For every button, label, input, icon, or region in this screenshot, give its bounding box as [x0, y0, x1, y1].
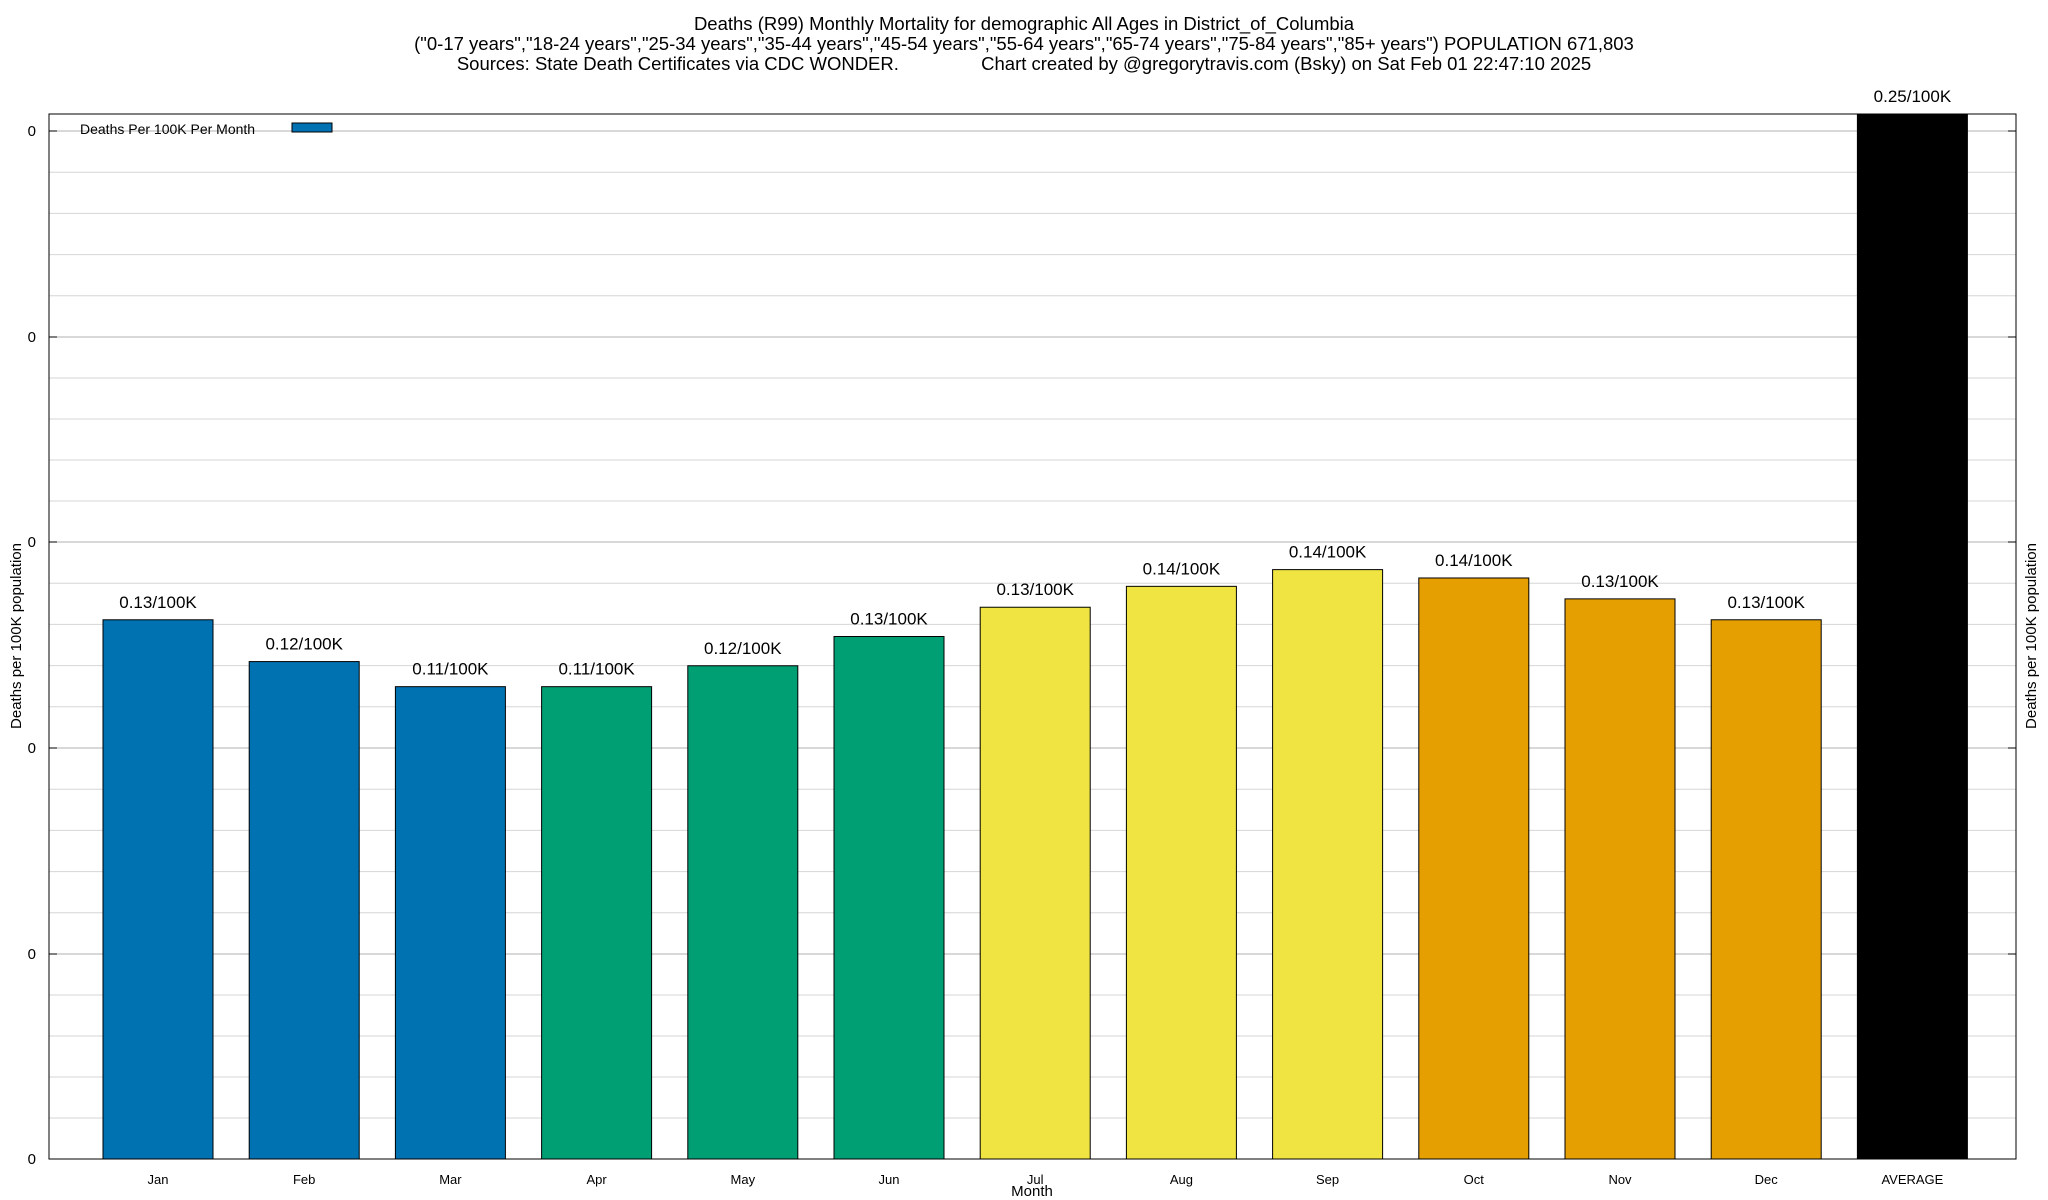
x-tick-label: Mar — [439, 1172, 462, 1187]
x-tick-label: Dec — [1755, 1172, 1779, 1187]
data-label: 0.13/100K — [1581, 572, 1659, 591]
x-axis-title: Month — [1011, 1183, 1053, 1200]
data-label: 0.25/100K — [1874, 87, 1952, 106]
x-tick-labels: Jan Feb Mar Apr May Jun Jul Aug Sep Oct Nov Dec AVER… — [148, 1172, 1944, 1187]
x-tick-label: May — [731, 1172, 756, 1187]
y-tick-label: 0 — [28, 534, 36, 551]
bar-feb — [248, 661, 360, 1160]
data-label: 0.14/100K — [1289, 543, 1367, 562]
data-label: 0.11/100K — [412, 660, 489, 679]
data-label: 0.14/100K — [1435, 551, 1513, 570]
y-tick-label: 0 — [28, 329, 36, 346]
data-label: 0.14/100K — [1143, 559, 1221, 578]
bar-may — [687, 665, 799, 1160]
bar-jan — [102, 619, 214, 1160]
x-tick-label: Feb — [293, 1172, 315, 1187]
legend-swatch — [291, 122, 333, 133]
x-tick-label: Aug — [1170, 1172, 1193, 1187]
y-tick-label: 0 — [28, 740, 36, 757]
x-tick-label: Apr — [586, 1172, 607, 1187]
data-label: 0.12/100K — [265, 635, 343, 654]
chart-title: Deaths (R99) Monthly Mortality for demog… — [693, 13, 1355, 34]
bar-nov — [1564, 598, 1676, 1160]
y-tick-label: 0 — [28, 123, 36, 140]
bar-apr — [541, 686, 653, 1160]
legend: Deaths Per 100K Per Month — [80, 121, 333, 137]
y2-axis-title: Deaths per 100K population — [2023, 543, 2040, 729]
chart-sources: Sources: State Death Certificates via CD… — [456, 53, 1592, 74]
x-tick-label: Oct — [1464, 1172, 1485, 1187]
x-tick-label: Jul — [1027, 1172, 1044, 1187]
bar-jul — [979, 606, 1091, 1160]
y-tick-label: 0 — [28, 1151, 36, 1168]
data-label: 0.12/100K — [704, 639, 782, 658]
bar-dec — [1710, 619, 1822, 1160]
bar-oct — [1418, 577, 1530, 1160]
legend-label: Deaths Per 100K Per Month — [80, 121, 255, 137]
bar-mar — [394, 686, 506, 1160]
x-tick-label: Nov — [1608, 1172, 1632, 1187]
x-tick-label: Sep — [1316, 1172, 1339, 1187]
bar-aug — [1125, 585, 1237, 1160]
y-ticks: 0 0 0 0 0 0 — [28, 123, 2016, 1168]
data-label: 0.11/100K — [558, 660, 635, 679]
bars: 0.13/100K 0.12/100K 0.11/100K 0.11/100K 0.12… — [102, 87, 1968, 1160]
y-axis-title: Deaths per 100K population — [8, 543, 25, 729]
bar-average — [1856, 113, 1968, 1160]
chart-titles: Deaths (R99) Monthly Mortality for demog… — [0, 14, 2048, 74]
chart-subtitle: ("0-17 years","18-24 years","25-34 years… — [414, 33, 1634, 54]
x-tick-label: Jun — [879, 1172, 900, 1187]
bar-jun — [833, 636, 945, 1160]
data-label: 0.13/100K — [850, 610, 928, 629]
data-label: 0.13/100K — [1727, 593, 1805, 612]
bar-sep — [1272, 569, 1384, 1160]
x-tick-label: Jan — [148, 1172, 169, 1187]
y-tick-label: 0 — [28, 946, 36, 963]
data-label: 0.13/100K — [996, 580, 1074, 599]
data-label: 0.13/100K — [119, 593, 197, 612]
x-tick-label: AVERAGE — [1881, 1172, 1943, 1187]
